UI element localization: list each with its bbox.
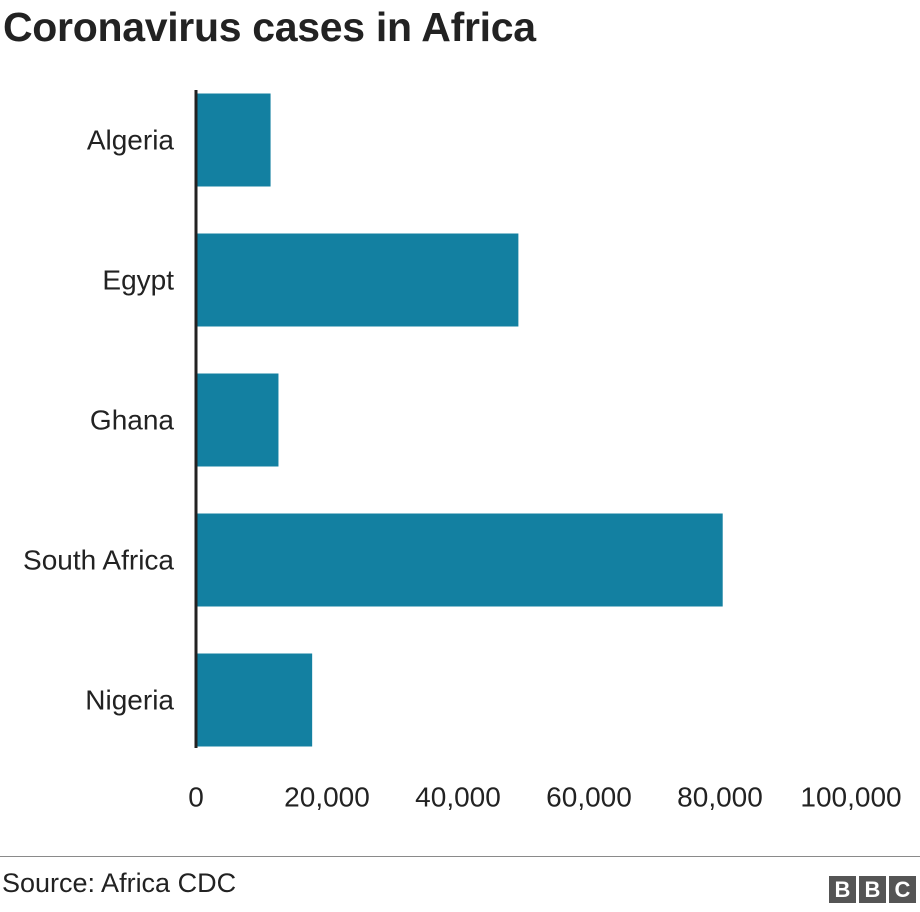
x-axis-ticks: 0 20,000 40,000 60,000 80,000 100,000 [188, 782, 901, 813]
footer-divider [0, 856, 920, 857]
bar-ghana [196, 373, 279, 467]
category-label: South Africa [23, 545, 174, 576]
bar-chart: Algeria Egypt Ghana South Africa Nigeria 0 20… [23, 90, 902, 813]
bar-egypt [196, 233, 519, 327]
bars-layer [196, 93, 723, 747]
category-label: Algeria [87, 125, 175, 156]
category-label: Egypt [102, 265, 174, 296]
bbc-logo: B B C [829, 876, 916, 903]
x-tick-label: 80,000 [677, 782, 763, 813]
logo-letter: C [889, 876, 916, 903]
x-tick-label: 40,000 [415, 782, 501, 813]
bar-algeria [196, 93, 271, 187]
source-note: Source: Africa CDC [2, 868, 237, 898]
chart-title: Coronavirus cases in Africa [3, 4, 536, 50]
bar-nigeria [196, 653, 313, 747]
logo-letter: B [829, 876, 856, 903]
x-tick-label: 20,000 [284, 782, 370, 813]
category-labels: Algeria Egypt Ghana South Africa Nigeria [23, 125, 174, 716]
bar-south-africa [196, 513, 723, 607]
x-tick-label: 60,000 [546, 782, 632, 813]
x-tick-label: 100,000 [800, 782, 901, 813]
logo-letter: B [859, 876, 886, 903]
category-label: Ghana [90, 405, 174, 436]
category-label: Nigeria [85, 685, 174, 716]
x-tick-label: 0 [188, 782, 204, 813]
